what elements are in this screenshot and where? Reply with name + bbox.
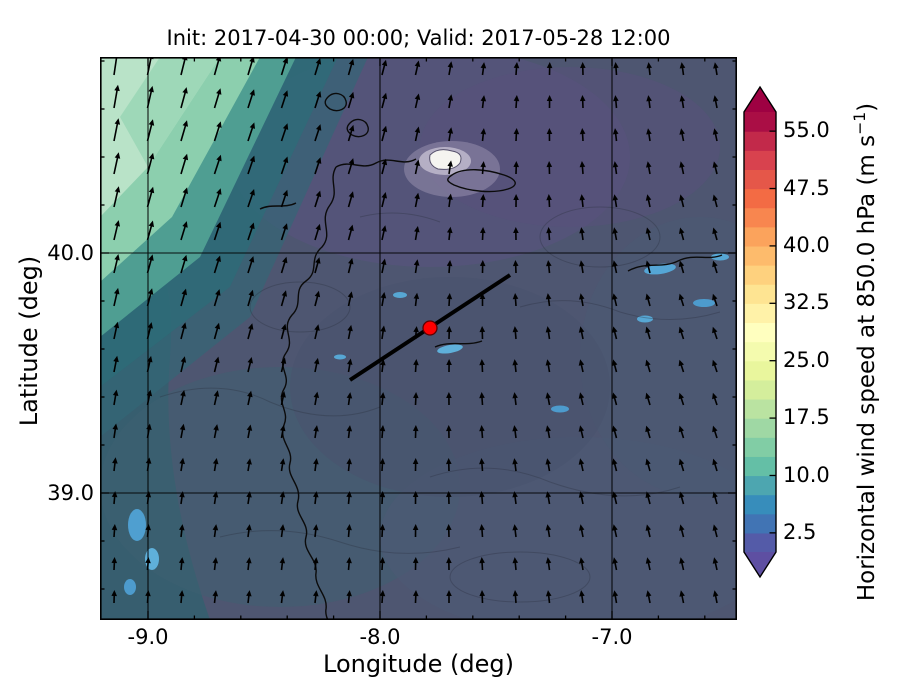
high-speed-spot: [429, 149, 462, 170]
x-tick-label: -7.0: [591, 625, 633, 649]
wind-vectors: [111, 57, 719, 604]
x-tick-label: -9.0: [127, 625, 169, 649]
y-axis-label: Latitude (deg): [15, 255, 43, 427]
x-tick-label: -8.0: [359, 625, 401, 649]
colorbar-tick-marks: [769, 130, 776, 534]
colorbar-axis-label: Horizontal wind speed at 850.0 hPa (m s−…: [850, 32, 884, 672]
x-axis-label: Longitude (deg): [323, 650, 514, 678]
colorbar-under-arrow: [744, 552, 776, 577]
plot-border: [100, 57, 737, 620]
location-marker: [422, 320, 438, 336]
colorbar-tick-label: 25.0: [783, 348, 830, 372]
colorbar-tick-label: 2.5: [783, 520, 817, 544]
colorbar-label-text: Horizontal wind speed at 850.0 hPa (m s: [854, 134, 880, 602]
wind-speed-field: [100, 57, 737, 620]
colorbar-tick-label: 32.5: [783, 290, 830, 314]
colorbar-tick-label: 17.5: [783, 405, 830, 429]
colorbar-over-arrow: [744, 87, 776, 112]
colorbar-tick-label: 55.0: [783, 118, 830, 142]
colorbar: [743, 85, 777, 579]
colorbar-tick-label: 40.0: [783, 233, 830, 257]
river-speed-patches: [124, 253, 729, 595]
speed-contours: [159, 206, 721, 603]
colorbar-bands: [744, 112, 776, 553]
colorbar-tick-label: 10.0: [783, 463, 830, 487]
colorbar-tick-label: 47.5: [783, 176, 830, 200]
map-canvas: [100, 57, 737, 620]
y-tick-label: 39.0: [47, 481, 94, 505]
coastline: [259, 92, 723, 620]
y-tick-label: 40.0: [47, 241, 94, 265]
colorbar-label-close: ): [854, 102, 880, 112]
plot-title: Init: 2017-04-30 00:00; Valid: 2017-05-2…: [166, 26, 671, 50]
map-plot: [100, 57, 737, 620]
colorbar-outline: [743, 85, 777, 579]
colorbar-label-superscript: −1: [850, 111, 870, 135]
